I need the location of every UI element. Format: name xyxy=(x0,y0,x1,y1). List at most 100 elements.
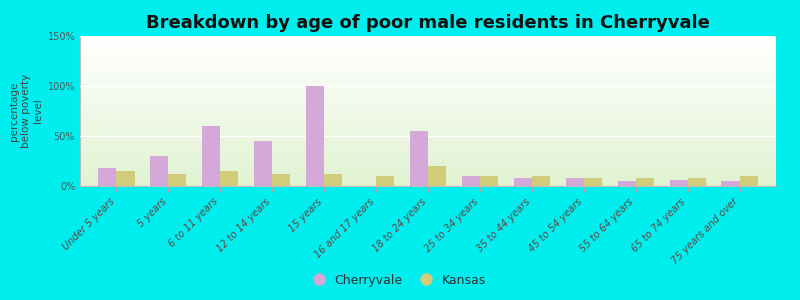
Bar xyxy=(514,178,532,186)
Bar xyxy=(80,66,776,68)
Bar xyxy=(80,48,776,50)
Bar xyxy=(80,177,776,178)
Bar xyxy=(80,144,776,146)
Bar xyxy=(80,171,776,172)
Bar xyxy=(80,39,776,40)
Bar xyxy=(532,176,550,186)
Bar xyxy=(80,36,776,38)
Bar xyxy=(272,174,290,186)
Bar xyxy=(80,58,776,60)
Bar xyxy=(80,57,776,58)
Bar xyxy=(80,124,776,126)
Bar xyxy=(80,116,776,117)
Bar xyxy=(80,153,776,154)
Bar xyxy=(116,171,134,186)
Bar xyxy=(168,174,186,186)
Bar xyxy=(80,117,776,118)
Bar xyxy=(80,82,776,84)
Bar xyxy=(80,178,776,180)
Bar xyxy=(80,98,776,99)
Bar xyxy=(618,181,636,186)
Bar xyxy=(80,92,776,93)
Bar xyxy=(80,84,776,86)
Bar xyxy=(80,182,776,183)
Bar xyxy=(80,69,776,70)
Bar xyxy=(80,130,776,132)
Bar xyxy=(80,68,776,69)
Bar xyxy=(98,168,116,186)
Bar xyxy=(80,64,776,66)
Bar xyxy=(80,52,776,54)
Bar xyxy=(80,54,776,56)
Bar xyxy=(254,141,272,186)
Bar xyxy=(80,132,776,134)
Bar xyxy=(80,80,776,81)
Bar xyxy=(80,164,776,165)
Bar xyxy=(80,160,776,162)
Title: Breakdown by age of poor male residents in Cherryvale: Breakdown by age of poor male residents … xyxy=(146,14,710,32)
Bar xyxy=(410,131,428,186)
Bar xyxy=(80,168,776,170)
Bar xyxy=(80,40,776,42)
Bar xyxy=(80,75,776,76)
Bar xyxy=(80,112,776,114)
Bar xyxy=(150,156,168,186)
Bar xyxy=(80,85,776,87)
Bar xyxy=(480,176,498,186)
Bar xyxy=(80,183,776,184)
Bar xyxy=(80,142,776,144)
Bar xyxy=(80,108,776,110)
Bar xyxy=(80,158,776,159)
Bar xyxy=(80,50,776,51)
Bar xyxy=(428,166,446,186)
Bar xyxy=(688,178,706,186)
Y-axis label: percentage
below poverty
level: percentage below poverty level xyxy=(9,74,43,148)
Bar xyxy=(566,178,584,186)
Bar xyxy=(80,88,776,90)
Bar xyxy=(80,159,776,160)
Bar xyxy=(80,134,776,135)
Bar xyxy=(220,171,238,186)
Bar xyxy=(80,105,776,106)
Bar xyxy=(80,156,776,158)
Bar xyxy=(80,51,776,52)
Bar xyxy=(80,70,776,72)
Bar xyxy=(80,150,776,152)
Bar xyxy=(80,72,776,74)
Bar xyxy=(80,122,776,123)
Bar xyxy=(80,176,776,177)
Bar xyxy=(80,78,776,80)
Bar xyxy=(670,180,688,186)
Bar xyxy=(80,94,776,96)
Bar xyxy=(80,45,776,46)
Bar xyxy=(80,42,776,44)
Bar xyxy=(80,90,776,92)
Bar xyxy=(202,126,220,186)
Bar xyxy=(80,63,776,64)
Bar xyxy=(80,111,776,112)
Bar xyxy=(80,140,776,141)
Bar xyxy=(80,167,776,168)
Bar xyxy=(80,123,776,124)
Bar xyxy=(636,178,654,186)
Bar xyxy=(80,154,776,156)
Bar xyxy=(306,86,324,186)
Bar xyxy=(462,176,480,186)
Bar xyxy=(80,56,776,57)
Bar xyxy=(80,96,776,98)
Bar xyxy=(740,176,758,186)
Bar xyxy=(80,74,776,75)
Bar xyxy=(80,172,776,174)
Bar xyxy=(80,61,776,63)
Bar xyxy=(80,141,776,142)
Bar xyxy=(324,174,342,186)
Bar xyxy=(80,180,776,182)
Bar xyxy=(80,114,776,116)
Bar xyxy=(80,87,776,88)
Bar xyxy=(722,181,740,186)
Bar xyxy=(80,162,776,164)
Bar xyxy=(80,120,776,122)
Legend: Cherryvale, Kansas: Cherryvale, Kansas xyxy=(310,270,490,291)
Bar xyxy=(80,99,776,100)
Bar xyxy=(80,76,776,78)
